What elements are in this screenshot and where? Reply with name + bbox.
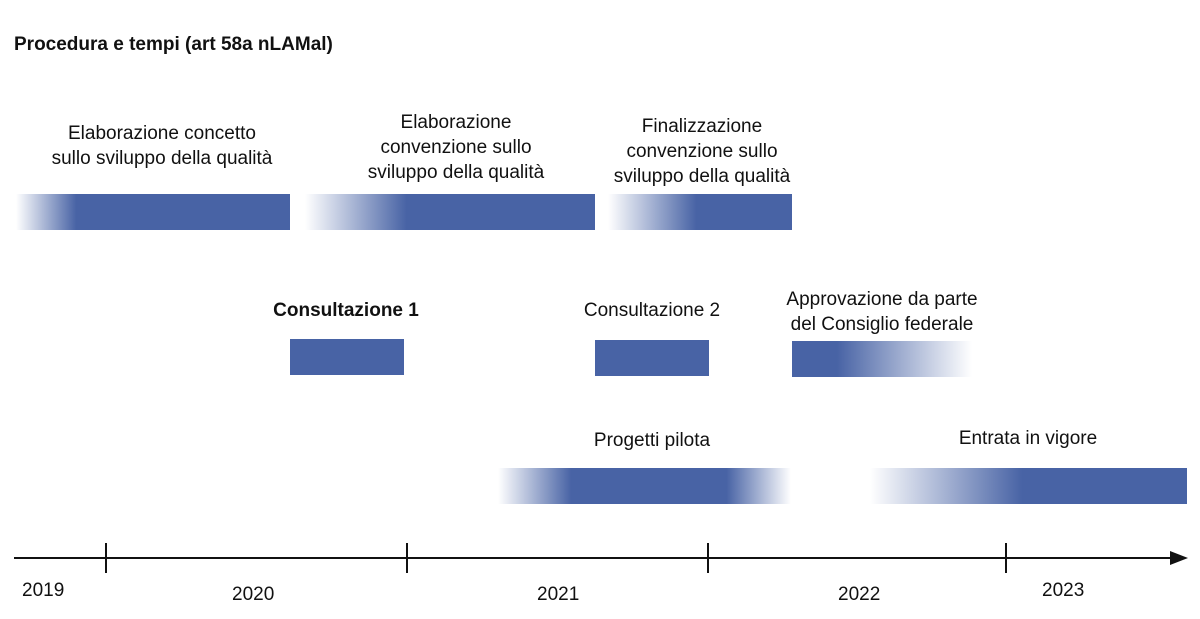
year-label-2020: 2020 — [232, 584, 275, 605]
timeline-axis — [14, 557, 1174, 559]
year-label-2023: 2023 — [1042, 580, 1085, 601]
phase-bar-entrata-in-vigore — [870, 468, 1187, 504]
phase-label-entrata-in-vigore: Entrata in vigore — [958, 428, 1098, 449]
phase-bar-consultazione-2 — [595, 340, 709, 376]
year-label-2021: 2021 — [537, 584, 580, 605]
timeline-tick — [1005, 543, 1007, 573]
timeline-arrow-icon — [1170, 551, 1188, 565]
phase-bar-elaborazione-concetto — [16, 194, 290, 230]
timeline-tick — [105, 543, 107, 573]
phase-label-progetti-pilota: Progetti pilota — [593, 430, 711, 451]
year-label-2019: 2019 — [22, 580, 65, 601]
phase-label-consultazione-1: Consultazione 1 — [273, 300, 419, 321]
phase-label-approvazione: Approvazione da parte del Consiglio fede… — [786, 289, 978, 335]
timeline-tick — [707, 543, 709, 573]
timeline-tick — [406, 543, 408, 573]
phase-label-elaborazione-convenzione: Elaborazione convenzione sullo sviluppo … — [367, 112, 545, 183]
year-label-2022: 2022 — [838, 584, 881, 605]
phase-bar-finalizzazione-convenzione — [608, 194, 792, 230]
phase-label-consultazione-2: Consultazione 2 — [583, 300, 721, 321]
phase-bar-consultazione-1 — [290, 339, 404, 375]
page-title: Procedura e tempi (art 58a nLAMal) — [14, 34, 333, 55]
phase-label-finalizzazione-convenzione: Finalizzazione convenzione sullo svilupp… — [613, 116, 791, 187]
phase-bar-approvazione — [792, 341, 972, 377]
phase-bar-progetti-pilota — [498, 468, 791, 504]
phase-label-elaborazione-concetto: Elaborazione concetto sullo sviluppo del… — [51, 123, 273, 169]
phase-bar-elaborazione-convenzione — [305, 194, 595, 230]
